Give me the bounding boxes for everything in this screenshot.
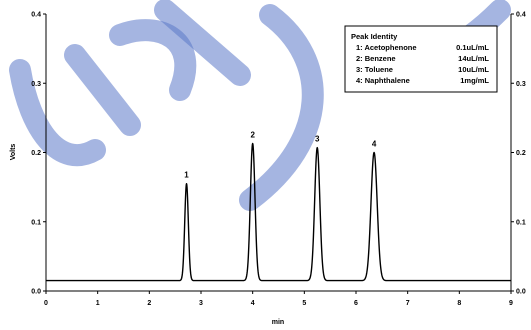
y-tick-label-right: 0.2 [516, 150, 526, 157]
legend-title: Peak Identity [351, 32, 398, 41]
x-tick-label: 1 [96, 300, 100, 307]
x-tick-label: 9 [509, 300, 513, 307]
y-axis-label: Volts [10, 144, 17, 161]
legend-entry-amount: 14uL/mL [458, 54, 489, 63]
x-tick-label: 5 [302, 300, 306, 307]
y-tick-label: 0.3 [31, 81, 41, 88]
y-tick-label: 0.2 [31, 150, 41, 157]
x-tick-label: 0 [44, 300, 48, 307]
x-tick-label: 6 [354, 300, 358, 307]
peak-label: 1 [184, 171, 189, 180]
legend-entry-name: 4: Naphthalene [356, 76, 410, 85]
legend-entry-amount: 1mg/mL [460, 76, 489, 85]
legend-entry-name: 3: Toluene [356, 65, 393, 74]
y-tick-label: 0.1 [31, 219, 41, 226]
peak-label: 2 [250, 130, 255, 139]
legend-entry-amount: 0.1uL/mL [456, 43, 489, 52]
y-tick-label-right: 0.3 [516, 81, 526, 88]
x-tick-label: 8 [457, 300, 461, 307]
peak-label: 4 [372, 140, 377, 149]
x-tick-label: 2 [147, 300, 151, 307]
axis-tick-labels: 0 1 2 3 4 5 6 7 8 90.0 0.00.1 0.10.2 0.20.3 0.30.4 0.4 [31, 12, 526, 308]
y-tick-label-right: 0.1 [516, 219, 526, 226]
axis-ticks [43, 13, 514, 294]
x-tick-label: 3 [199, 300, 203, 307]
y-tick-label: 0.4 [31, 12, 41, 19]
y-tick-label: 0.0 [31, 289, 41, 296]
y-tick-label-right: 0.0 [516, 289, 526, 296]
legend-box [344, 25, 498, 93]
peak-labels: 1 2 3 4 [184, 130, 377, 179]
peak-label: 3 [315, 135, 320, 144]
legend: Peak Identity 1: Acetophenone 0.1uL/mL 2… [344, 25, 498, 93]
x-tick-label: 7 [406, 300, 410, 307]
x-axis-label: min [272, 319, 284, 326]
x-tick-label: 4 [251, 300, 255, 307]
legend-entry-name: 1: Acetophenone [356, 43, 417, 52]
legend-entry-amount: 10uL/mL [458, 65, 489, 74]
legend-entry-name: 2: Benzene [356, 54, 396, 63]
y-tick-label-right: 0.4 [516, 12, 526, 19]
chromatogram-trace [45, 142, 512, 282]
